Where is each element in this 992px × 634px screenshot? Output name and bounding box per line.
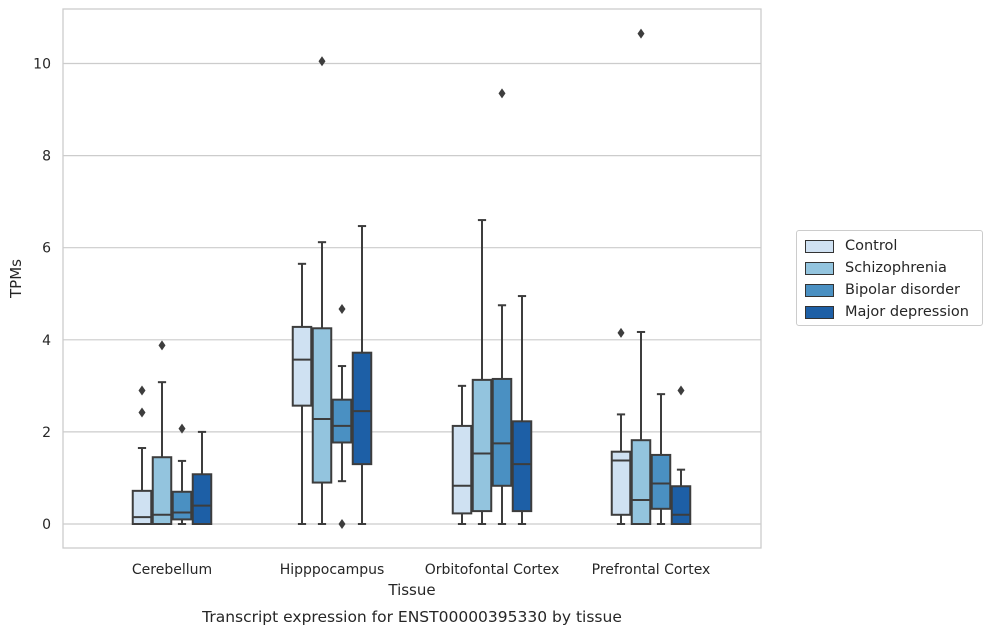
box-rect bbox=[511, 420, 533, 513]
box-rect bbox=[670, 485, 692, 526]
outlier-point bbox=[138, 407, 146, 418]
box-bipolar-disorder bbox=[650, 393, 672, 525]
box-rect bbox=[291, 325, 313, 407]
x-tick-label: Hipppocampus bbox=[280, 562, 385, 578]
legend-label: Control bbox=[845, 238, 898, 254]
outlier-point bbox=[338, 519, 346, 529]
box-control bbox=[291, 262, 313, 525]
outlier-point bbox=[498, 88, 506, 99]
legend-swatch-schizophrenia bbox=[805, 261, 834, 275]
y-tick-label: 6 bbox=[42, 241, 51, 257]
y-tick-label: 4 bbox=[42, 333, 51, 349]
box-control bbox=[610, 327, 632, 525]
box-rect bbox=[451, 424, 473, 515]
x-tick-labels: Cerebellum Hipppocampus Orbitofontal Corte… bbox=[132, 562, 710, 578]
outlier-point bbox=[617, 327, 625, 338]
legend: Control Schizophrenia Bipolar disorder M… bbox=[796, 230, 983, 326]
box-major-depression bbox=[191, 430, 213, 525]
box-bipolar-disorder bbox=[331, 303, 353, 529]
box-rect bbox=[151, 456, 173, 526]
legend-swatch-control bbox=[805, 239, 834, 253]
box-bipolar-disorder bbox=[491, 88, 513, 525]
box-major-depression bbox=[351, 225, 373, 525]
box-rect bbox=[351, 351, 373, 466]
box-major-depression bbox=[511, 295, 533, 525]
legend-label: Bipolar disorder bbox=[845, 282, 960, 298]
box-control bbox=[131, 385, 153, 525]
y-tick-label: 8 bbox=[42, 149, 51, 165]
legend-label: Schizophrenia bbox=[845, 260, 947, 276]
legend-item-bipolar-disorder: Bipolar disorder bbox=[805, 281, 960, 299]
outlier-point bbox=[338, 303, 346, 314]
box-schizophrenia bbox=[471, 219, 493, 525]
legend-item-major-depression: Major depression bbox=[805, 303, 969, 321]
outlier-point bbox=[158, 340, 166, 351]
chart-title: Transcript expression for ENST0000039533… bbox=[201, 608, 622, 626]
box-schizophrenia bbox=[311, 56, 333, 525]
y-axis-label: TPMs bbox=[7, 259, 25, 299]
outlier-point bbox=[178, 423, 186, 434]
box-control bbox=[451, 384, 473, 525]
box-rect bbox=[191, 473, 213, 525]
boxes bbox=[131, 28, 692, 529]
legend-swatch-major-depression bbox=[805, 305, 834, 319]
box-rect bbox=[630, 439, 652, 525]
y-tick-labels: 0 2 4 6 8 10 bbox=[33, 57, 51, 534]
y-tick-label: 2 bbox=[42, 425, 51, 441]
box-rect bbox=[331, 398, 353, 444]
x-axis-label: Tissue bbox=[387, 581, 435, 599]
box-bipolar-disorder bbox=[171, 423, 193, 525]
legend-item-control: Control bbox=[805, 237, 897, 255]
y-tick-label: 0 bbox=[42, 517, 51, 533]
x-tick-label: Orbitofontal Cortex bbox=[425, 562, 560, 578]
x-tick-label: Prefrontal Cortex bbox=[592, 562, 711, 578]
legend-swatch-bipolar-disorder bbox=[805, 283, 834, 297]
box-major-depression bbox=[670, 385, 692, 526]
box-schizophrenia bbox=[630, 28, 652, 525]
y-tick-label: 10 bbox=[33, 57, 51, 73]
box-rect bbox=[131, 489, 153, 525]
box-schizophrenia bbox=[151, 340, 173, 526]
box-rect bbox=[471, 378, 493, 513]
box-rect bbox=[650, 453, 672, 510]
legend-item-schizophrenia: Schizophrenia bbox=[805, 259, 947, 277]
box-rect bbox=[491, 377, 513, 487]
outlier-point bbox=[677, 385, 685, 396]
outlier-point bbox=[138, 385, 146, 396]
box-rect bbox=[311, 327, 333, 484]
legend-label: Major depression bbox=[845, 304, 969, 320]
box-rect bbox=[171, 490, 193, 521]
x-tick-label: Cerebellum bbox=[132, 562, 212, 578]
box-rect bbox=[610, 450, 632, 516]
outlier-point bbox=[318, 56, 326, 67]
outlier-point bbox=[637, 28, 645, 39]
